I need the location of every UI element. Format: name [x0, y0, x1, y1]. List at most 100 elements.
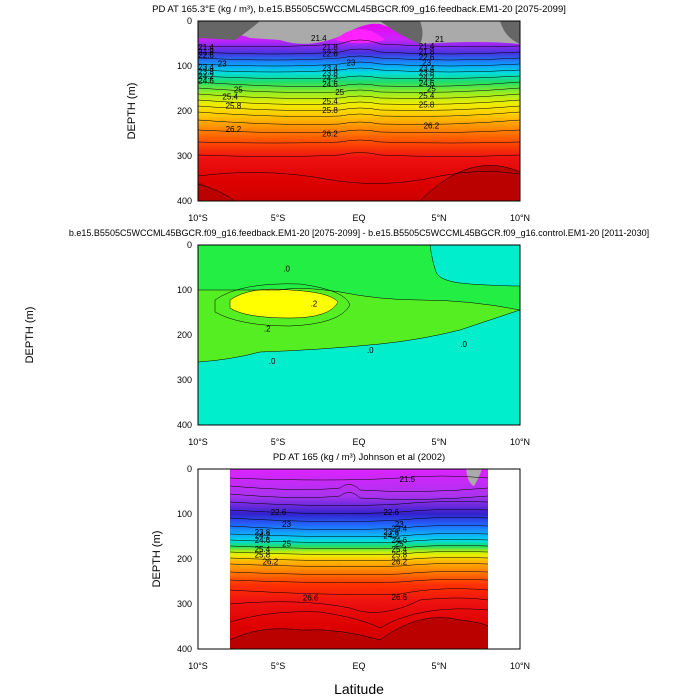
contour-label: .2: [264, 324, 271, 333]
contour-label: 24.6: [255, 536, 271, 545]
y-tick-label: 400: [177, 420, 192, 430]
panel-1-contours: [198, 39, 520, 201]
contour-label: 25.4: [255, 545, 271, 554]
contour-label: 24.6: [392, 536, 408, 545]
contour-label: 23.8: [322, 69, 338, 78]
contour-label: 25.4: [392, 545, 408, 554]
x-tick-label: 5°S: [271, 661, 286, 671]
panel-1-y-label: DEPTH (m): [126, 83, 138, 140]
contour-label: 26.2: [226, 125, 242, 134]
y-tick-label: 200: [177, 106, 192, 116]
x-tick-label: 10°N: [510, 661, 530, 671]
contour-label: 21.8: [419, 48, 435, 57]
contour-label: 23.8: [419, 68, 435, 77]
contour-label: 23: [422, 58, 431, 67]
panel-2-y-label: DEPTH (m): [24, 307, 36, 364]
contour-label: 25.8: [255, 551, 271, 560]
y-tick-label: 100: [177, 61, 192, 71]
x-tick-label: 10°N: [510, 437, 530, 447]
contour-label: 24.2: [255, 532, 271, 541]
contour-label: 26.2: [263, 558, 279, 567]
contour-label: 23: [346, 58, 355, 67]
x-tick-label: 5°S: [271, 437, 286, 447]
contour-label: 23.8: [198, 67, 214, 76]
x-tick-label: 10°N: [510, 213, 530, 223]
x-tick-label: 5°N: [431, 437, 446, 447]
y-tick-label: 200: [177, 330, 192, 340]
panel-2-contours: [198, 245, 520, 363]
contour-label: 21.4: [311, 34, 327, 43]
contour-label: 24.6: [198, 76, 214, 85]
panel-3-title: PD AT 165 (kg / m³) Johnson et al (2002): [273, 452, 445, 463]
contour-label: 26.6: [392, 593, 408, 602]
contour-label: .0: [283, 264, 290, 273]
contour-label: 25.8: [226, 102, 242, 111]
x-axis-label: Latitude: [334, 681, 384, 697]
x-tick-label: EQ: [352, 661, 365, 671]
y-tick-label: 100: [177, 285, 192, 295]
contour-label: 21.8: [322, 43, 338, 52]
contour-label: .2: [311, 300, 318, 309]
contour-label: 23.4: [419, 64, 435, 73]
y-tick-label: 200: [177, 554, 192, 564]
panel-3-x-axis: 10°S 5°S EQ 5°N 10°N: [188, 661, 530, 671]
panel-3: PD AT 165 (kg / m³) Johnson et al (2002): [151, 452, 530, 671]
contour-label: 24.2: [322, 75, 338, 84]
contour-label: 22.6: [322, 49, 338, 58]
y-tick-label: 400: [177, 196, 192, 206]
contour-label: 23.8: [383, 528, 399, 537]
contour-label: 26.2: [424, 121, 440, 130]
contour-label: .0: [460, 340, 467, 349]
y-tick-label: 300: [177, 375, 192, 385]
contour-label: 22.6: [271, 508, 287, 517]
contour-label: 25.8: [419, 101, 435, 110]
contour-label: 25.4: [322, 97, 338, 106]
contour-label: 22.6: [198, 51, 214, 60]
contour-label: 25.4: [222, 93, 238, 102]
panel-3-field: [229, 469, 489, 649]
contour-label: 25: [395, 540, 404, 549]
contour-label: 24.6: [419, 79, 435, 88]
panel-3-y-label: DEPTH (m): [151, 531, 163, 588]
contour-label: .0: [269, 357, 276, 366]
x-tick-label: EQ: [352, 213, 365, 223]
panel-2: b.e15.B5505C5WCCML45BGCR.f09_g16.feedbac…: [24, 228, 649, 447]
panel-1-contour-labels: 21.421.822.62323.423.824.224.62525.425.8…: [198, 34, 444, 138]
contour-label: 22.6: [383, 508, 399, 517]
x-tick-label: 10°S: [188, 437, 208, 447]
contour-label: 26.2: [392, 558, 408, 567]
x-tick-label: 5°S: [271, 213, 286, 223]
contour-label: 23.4: [322, 64, 338, 73]
panel-2-field: [198, 245, 520, 425]
y-tick-label: 100: [177, 509, 192, 519]
contour-label: 21.8: [198, 48, 214, 57]
y-tick-label: 0: [187, 16, 192, 26]
panel-3-contours: [229, 475, 489, 641]
contour-label: 21.5: [400, 475, 416, 484]
contour-label: 21: [435, 35, 444, 44]
contour-label: 25.8: [322, 106, 338, 115]
contour-label: 21.4: [419, 42, 435, 51]
x-tick-label: 5°N: [431, 213, 446, 223]
x-tick-label: 10°S: [188, 213, 208, 223]
x-tick-label: 10°S: [188, 661, 208, 671]
panel-2-title: b.e15.B5505C5WCCML45BGCR.f09_g16.feedbac…: [69, 228, 649, 238]
panel-1-title: PD AT 165.3°E (kg / m³), b.e15.B5505C5WC…: [152, 4, 566, 15]
contour-label: 26.6: [303, 594, 319, 603]
y-tick-label: 300: [177, 151, 192, 161]
contour-label: 24.6: [322, 80, 338, 89]
panel-2-x-axis: 10°S 5°S EQ 5°N 10°N: [188, 437, 530, 447]
x-tick-label: EQ: [352, 437, 365, 447]
contour-label: 23.4: [198, 63, 214, 72]
x-tick-label: 5°N: [431, 661, 446, 671]
contour-label: 25: [335, 88, 344, 97]
contour-label: .0: [367, 346, 374, 355]
panel-2-contour-labels: .0 .2 .2 .0 .0 .0: [264, 264, 468, 366]
panel-1-y-axis: 0 100 200 300 400: [177, 16, 192, 206]
contour-label: 23: [395, 520, 404, 529]
contour-label: 24.2: [198, 72, 214, 81]
contour-label: 26.2: [322, 130, 338, 139]
y-tick-label: 0: [187, 240, 192, 250]
